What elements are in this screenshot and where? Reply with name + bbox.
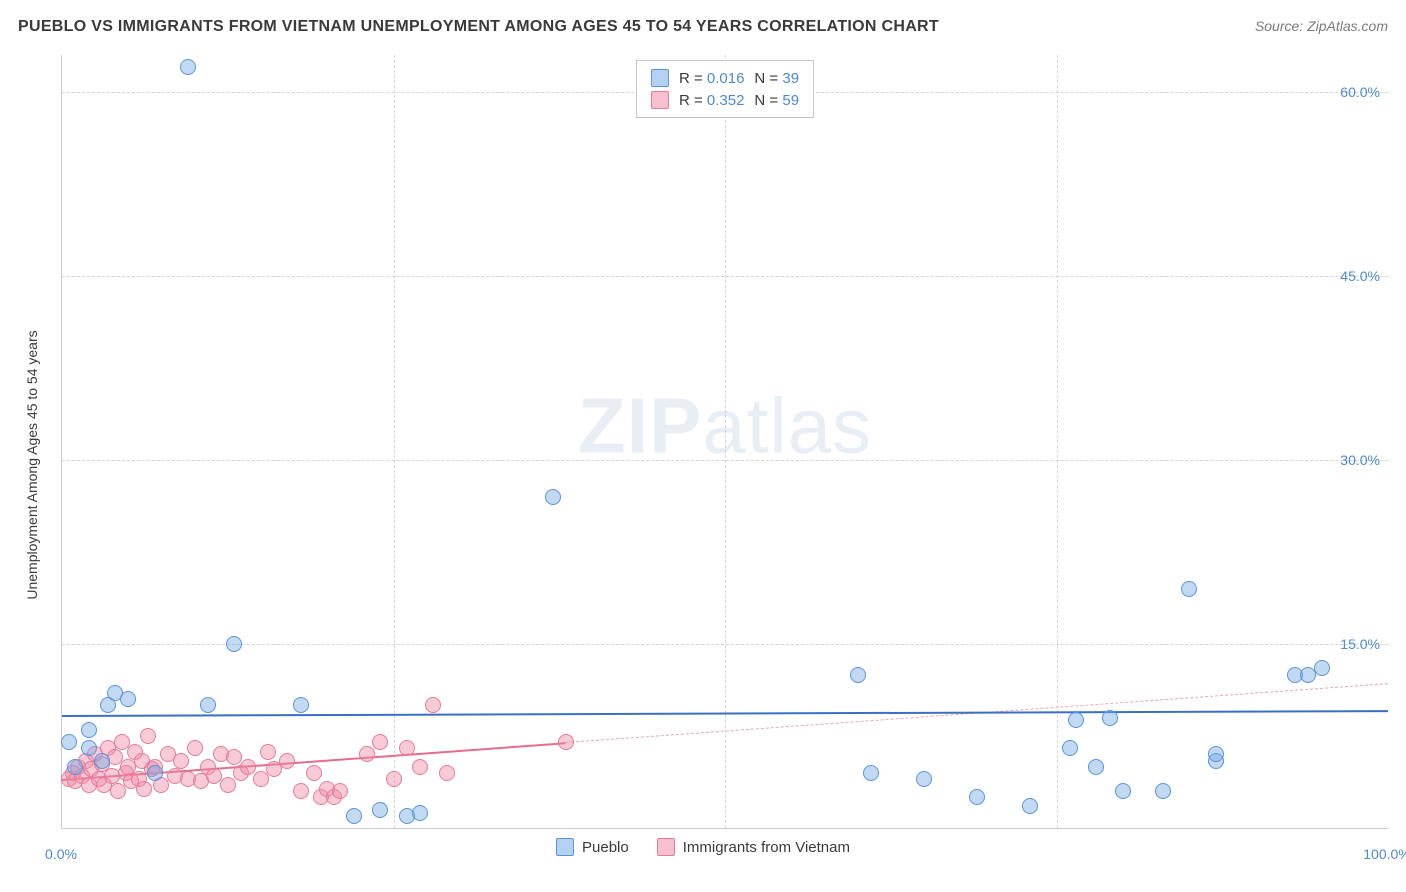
data-point-blue — [200, 697, 216, 713]
data-point-blue — [1102, 710, 1118, 726]
legend-r-label: R = 0.016 — [679, 70, 744, 87]
data-point-pink — [306, 765, 322, 781]
data-point-blue — [226, 636, 242, 652]
correlation-legend: R = 0.016 N = 39 R = 0.352 N = 59 — [636, 60, 814, 118]
legend-swatch-pink — [651, 91, 669, 109]
data-point-pink — [439, 765, 455, 781]
legend-row: R = 0.016 N = 39 — [651, 67, 799, 89]
y-axis-label: Unemployment Among Ages 45 to 54 years — [24, 330, 40, 599]
data-point-pink — [140, 728, 156, 744]
data-point-blue — [1208, 746, 1224, 762]
data-point-blue — [545, 489, 561, 505]
x-tick-label: 100.0% — [1363, 846, 1406, 862]
legend-swatch-blue — [651, 69, 669, 87]
data-point-blue — [1022, 798, 1038, 814]
chart-container: Unemployment Among Ages 45 to 54 years Z… — [18, 55, 1388, 874]
data-point-pink — [220, 777, 236, 793]
legend-r-label: R = 0.352 — [679, 92, 744, 109]
data-point-pink — [558, 734, 574, 750]
data-point-pink — [386, 771, 402, 787]
data-point-blue — [372, 802, 388, 818]
data-point-blue — [94, 753, 110, 769]
header: PUEBLO VS IMMIGRANTS FROM VIETNAM UNEMPL… — [18, 18, 1388, 48]
data-point-blue — [1181, 581, 1197, 597]
data-point-blue — [1088, 759, 1104, 775]
y-tick-label: 30.0% — [1340, 452, 1380, 468]
data-point-pink — [187, 740, 203, 756]
y-tick-label: 45.0% — [1340, 268, 1380, 284]
data-point-pink — [279, 753, 295, 769]
data-point-blue — [81, 722, 97, 738]
data-point-pink — [399, 740, 415, 756]
data-point-blue — [1314, 660, 1330, 676]
legend-n-value: 39 — [782, 70, 799, 87]
source-attribution: Source: ZipAtlas.com — [1255, 18, 1388, 34]
data-point-blue — [916, 771, 932, 787]
y-tick-label: 15.0% — [1340, 636, 1380, 652]
legend-r-value: 0.352 — [707, 92, 745, 109]
legend-row: R = 0.352 N = 59 — [651, 89, 799, 111]
data-point-blue — [293, 697, 309, 713]
data-point-pink — [332, 783, 348, 799]
gridline-v — [394, 55, 395, 828]
data-point-blue — [120, 691, 136, 707]
legend-series-label: Pueblo — [582, 839, 629, 856]
legend-swatch-pink — [657, 838, 675, 856]
data-point-pink — [359, 746, 375, 762]
data-point-pink — [425, 697, 441, 713]
legend-swatch-blue — [556, 838, 574, 856]
data-point-blue — [61, 734, 77, 750]
legend-n-label: N = 59 — [754, 92, 799, 109]
data-point-pink — [240, 759, 256, 775]
legend-r-value: 0.016 — [707, 70, 745, 87]
legend-n-label: N = 39 — [754, 70, 799, 87]
data-point-pink — [136, 781, 152, 797]
chart-title: PUEBLO VS IMMIGRANTS FROM VIETNAM UNEMPL… — [18, 18, 1388, 36]
data-point-pink — [173, 753, 189, 769]
data-point-blue — [81, 740, 97, 756]
legend-series-label: Immigrants from Vietnam — [683, 839, 850, 856]
data-point-blue — [863, 765, 879, 781]
data-point-blue — [346, 808, 362, 824]
legend-n-value: 59 — [782, 92, 799, 109]
data-point-blue — [969, 789, 985, 805]
data-point-pink — [260, 744, 276, 760]
data-point-pink — [372, 734, 388, 750]
legend-item: Immigrants from Vietnam — [657, 838, 850, 856]
legend-item: Pueblo — [556, 838, 629, 856]
data-point-blue — [412, 805, 428, 821]
data-point-blue — [1115, 783, 1131, 799]
data-point-blue — [850, 667, 866, 683]
data-point-blue — [67, 759, 83, 775]
x-tick-label: 0.0% — [45, 846, 77, 862]
data-point-blue — [1155, 783, 1171, 799]
data-point-pink — [412, 759, 428, 775]
y-tick-label: 60.0% — [1340, 84, 1380, 100]
data-point-blue — [1062, 740, 1078, 756]
data-point-pink — [293, 783, 309, 799]
scatter-plot-area: ZIPatlas R = 0.016N = 39R = 0.352N = 59 … — [61, 55, 1388, 829]
series-legend: Pueblo Immigrants from Vietnam — [556, 838, 850, 856]
watermark-zip: ZIP — [578, 382, 702, 470]
data-point-blue — [1068, 712, 1084, 728]
data-point-blue — [180, 59, 196, 75]
data-point-blue — [147, 765, 163, 781]
watermark-atlas: atlas — [702, 382, 872, 470]
